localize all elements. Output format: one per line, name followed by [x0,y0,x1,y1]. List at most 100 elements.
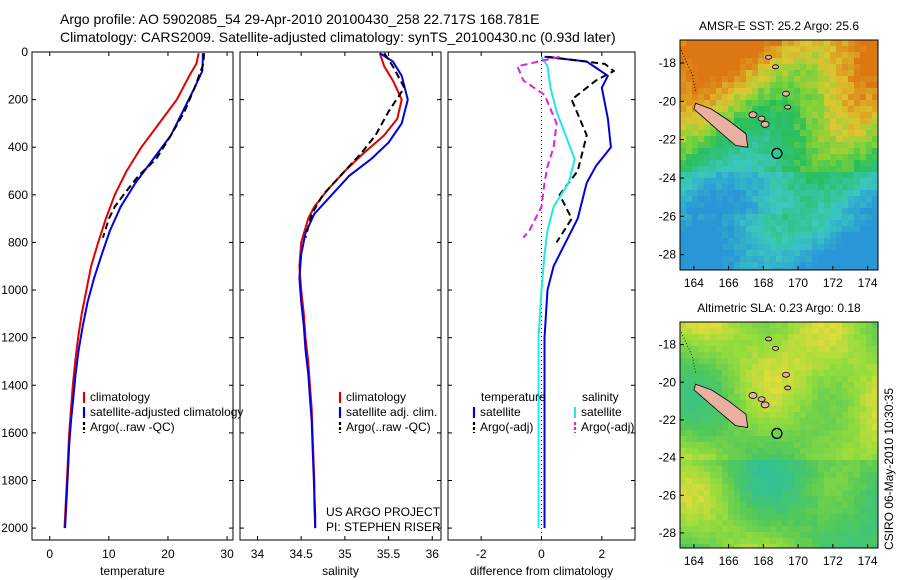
heatmap-cell [872,418,878,425]
heatmap-cell [800,442,807,449]
heatmap-cell [734,118,741,125]
heatmap-cell [746,268,753,270]
heatmap-cell [854,142,861,149]
heatmap-cell [800,400,807,407]
heatmap-cell [782,106,789,113]
heatmap-cell [752,88,759,95]
heatmap-cell [842,460,849,467]
heatmap-cell [752,70,759,77]
heatmap-cell [866,166,873,173]
heatmap-cell [728,184,735,191]
heatmap-cell [698,334,705,341]
heatmap-cell [770,418,777,425]
heatmap-cell [728,442,735,449]
heatmap-cell [734,382,741,389]
heatmap-cell [794,256,801,263]
heatmap-cell [860,412,867,419]
heatmap-cell [836,94,843,101]
heatmap-cell [680,478,687,485]
heatmap-cell [746,388,753,395]
heatmap-cell [872,436,878,443]
heatmap-cell [836,106,843,113]
heatmap-cell [788,544,795,548]
heatmap-cell [770,166,777,173]
heatmap-cell [680,64,687,71]
heatmap-cell [698,376,705,383]
heatmap-cell [698,520,705,527]
heatmap-cell [716,232,723,239]
heatmap-cell [872,124,878,131]
heatmap-cell [818,436,825,443]
heatmap-cell [872,118,878,125]
heatmap-cell [824,250,831,257]
heatmap-cell [812,466,819,473]
heatmap-cell [860,544,867,548]
heatmap-cell [722,262,729,269]
heatmap-cell [806,232,813,239]
heatmap-cell [704,334,711,341]
heatmap-cell [794,472,801,479]
heatmap-cell [692,430,699,437]
heatmap-cell [812,394,819,401]
heatmap-cell [734,106,741,113]
heatmap-cell [854,472,861,479]
heatmap-cell [854,532,861,539]
heatmap-cell [710,448,717,455]
heatmap-cell [788,268,795,270]
heatmap-cell [698,364,705,371]
heatmap-cell [740,508,747,515]
heatmap-cell [812,400,819,407]
heatmap-cell [758,136,765,143]
heatmap-cell [704,340,711,347]
heatmap-cell [770,202,777,209]
heatmap-cell [854,196,861,203]
heatmap-cell [728,238,735,245]
heatmap-cell [854,514,861,521]
heatmap-cell [854,466,861,473]
heatmap-cell [788,478,795,485]
heatmap-cell [770,76,777,83]
heatmap-cell [794,382,801,389]
heatmap-cell [842,112,849,119]
heatmap-cell [758,172,765,179]
heatmap-cell [752,118,759,125]
heatmap-cell [728,178,735,185]
heatmap-cell [854,232,861,239]
heatmap-cell [770,214,777,221]
heatmap-cell [872,520,878,527]
heatmap-cell [752,82,759,89]
heatmap-cell [692,400,699,407]
heatmap-cell [824,46,831,53]
heatmap-cell [728,346,735,353]
heatmap-cell [806,418,813,425]
heatmap-cell [734,196,741,203]
heatmap-cell [710,268,717,270]
heatmap-cell [728,190,735,197]
heatmap-cell [752,214,759,221]
heatmap-cell [854,208,861,215]
heatmap-cell [854,106,861,113]
heatmap-cell [872,184,878,191]
heatmap-cell [866,70,873,77]
heatmap-cell [734,46,741,53]
heatmap-cell [764,388,771,395]
heatmap-cell [710,508,717,515]
heatmap-cell [860,394,867,401]
heatmap-cell [836,442,843,449]
heatmap-cell [728,502,735,509]
heatmap-cell [752,154,759,161]
heatmap-cell [686,160,693,167]
heatmap-cell [758,106,765,113]
heatmap-cell [812,232,819,239]
legend-label: climatology [90,390,150,404]
heatmap-cell [812,250,819,257]
heatmap-cell [740,166,747,173]
heatmap-cell [830,364,837,371]
heatmap-cell [734,334,741,341]
heatmap-cell [836,238,843,245]
heatmap-cell [752,334,759,341]
heatmap-cell [716,82,723,89]
heatmap-cell [788,364,795,371]
heatmap-cell [752,262,759,269]
